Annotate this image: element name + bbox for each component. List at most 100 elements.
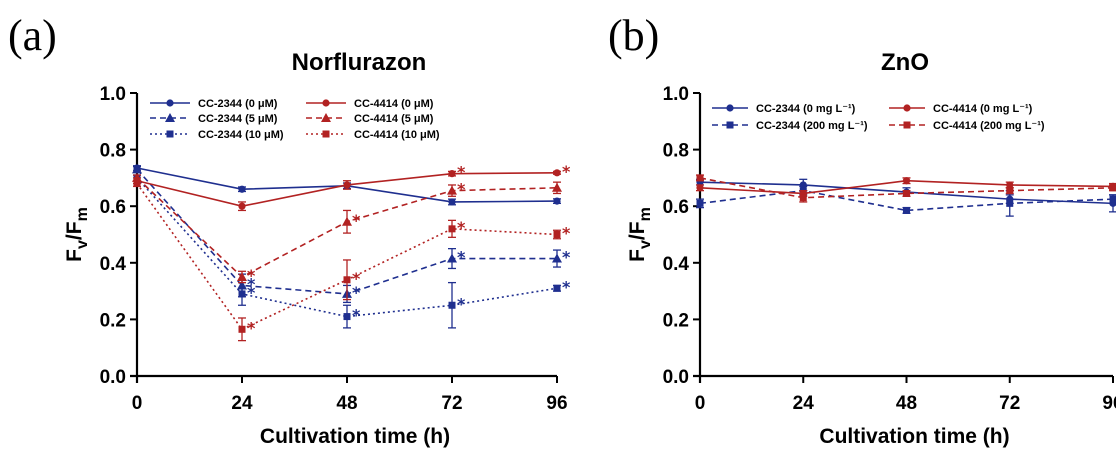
legend-item: CC-2344 (0 μM)	[150, 98, 278, 110]
legend-item: CC-2344 (5 μM)	[150, 113, 278, 125]
data-point	[238, 325, 246, 333]
y-axis-title-sub: v	[74, 240, 91, 249]
data-point	[552, 253, 562, 263]
y-tick-label: 0.4	[100, 254, 127, 275]
x-tick-label: 48	[896, 393, 917, 414]
y-axis-title-slash: /F	[626, 221, 649, 240]
data-point	[343, 313, 351, 321]
series-4: * * *	[132, 172, 562, 285]
y-tick-label: 0.8	[100, 141, 126, 162]
significance-star: *	[352, 283, 361, 302]
data-point	[448, 198, 456, 206]
legend-label: CC-4414 (10 μM)	[354, 129, 440, 141]
legend-label: CC-2344 (10 μM)	[198, 129, 284, 141]
data-point	[132, 164, 142, 174]
x-tick-label: 72	[999, 393, 1020, 414]
data-point	[1006, 181, 1014, 189]
y-axis-title-main: F	[626, 249, 649, 262]
panel-label: (a)	[8, 11, 57, 60]
legend-marker	[165, 113, 175, 122]
significance-star: *	[457, 294, 466, 313]
legend: CC-2344 (0 μM) CC-2344 (5 μM) CC-2344 (10 …	[150, 98, 440, 141]
legend-item: CC-2344 (0 mg L⁻¹)	[712, 103, 856, 115]
data-point	[1006, 199, 1014, 207]
chart-panel-1: (b) ZnO 0.0 0.2 0.4 0.6 0.8 1.0 0 24 48 72 96 Cultiva…	[608, 11, 1116, 448]
legend-label: CC-4414 (200 mg L⁻¹)	[933, 120, 1045, 132]
significance-star: *	[562, 248, 571, 267]
data-point	[133, 180, 141, 188]
x-tick-label: 72	[441, 393, 462, 414]
data-point	[553, 284, 561, 292]
x-axis-title: Cultivation time (h)	[819, 425, 1009, 448]
y-axis-title: Fv/Fm	[63, 207, 91, 262]
y-tick-label: 1.0	[100, 84, 126, 105]
y-tick-label: 0.4	[663, 254, 690, 275]
legend-marker	[903, 104, 911, 112]
significance-star: *	[352, 269, 361, 288]
series-line	[699, 177, 1114, 199]
significance-star: *	[247, 283, 256, 302]
data-point	[1109, 195, 1116, 203]
data-point	[903, 206, 910, 214]
y-tick-label: 0.0	[663, 367, 689, 388]
legend-item: CC-2344 (200 mg L⁻¹)	[712, 120, 868, 132]
data-point	[552, 182, 562, 192]
data-point	[902, 177, 911, 185]
legend-label: CC-2344 (200 mg L⁻¹)	[756, 120, 868, 132]
significance-star: *	[247, 274, 256, 293]
legend-label: CC-2344 (5 μM)	[198, 113, 278, 125]
chart-panel-0: (a) Norflurazon 0.0 0.2 0.4 0.6 0.8 1.0 0 24 48 72 9…	[8, 11, 571, 448]
significance-star: *	[457, 218, 466, 237]
significance-star: *	[352, 211, 361, 230]
legend-item: CC-4414 (200 mg L⁻¹)	[889, 120, 1045, 132]
legend-label: CC-4414 (0 mg L⁻¹)	[933, 103, 1033, 115]
data-point	[553, 197, 561, 205]
legend-item: CC-4414 (10 μM)	[306, 129, 440, 141]
significance-star: *	[457, 248, 466, 267]
data-point	[447, 253, 457, 263]
data-point	[696, 174, 704, 182]
data-point	[238, 202, 246, 210]
data-point	[448, 225, 456, 233]
data-point	[553, 169, 561, 177]
legend-marker	[166, 130, 174, 138]
data-point	[1006, 187, 1014, 195]
legend-marker	[321, 113, 331, 122]
significance-star: *	[562, 224, 571, 243]
data-point	[343, 181, 351, 189]
significance-star: *	[247, 266, 256, 285]
x-tick-label: 96	[546, 393, 567, 414]
legend-label: CC-4414 (5 μM)	[354, 113, 434, 125]
significance-star: *	[352, 306, 361, 325]
significance-star: *	[247, 318, 256, 337]
legend-marker	[322, 99, 330, 107]
data-point	[1109, 184, 1116, 192]
legend-item: CC-4414 (5 μM)	[306, 113, 434, 125]
data-point	[238, 185, 246, 193]
y-tick-label: 0.0	[100, 367, 126, 388]
legend-item: CC-4414 (0 mg L⁻¹)	[889, 103, 1033, 115]
x-axis-title: Cultivation time (h)	[260, 425, 450, 448]
y-axis-title-slash: /F	[63, 221, 86, 240]
legend-marker	[166, 99, 174, 107]
significance-star: *	[457, 163, 466, 182]
legend-marker	[726, 104, 734, 112]
significance-star: *	[562, 277, 571, 296]
data-point	[447, 185, 457, 195]
y-tick-label: 0.2	[663, 310, 689, 331]
data-point	[342, 216, 352, 226]
legend-label: CC-4414 (0 μM)	[354, 98, 434, 110]
significance-star: *	[457, 180, 466, 199]
data-point	[696, 184, 704, 192]
series-3: * *	[133, 162, 571, 212]
data-point	[448, 301, 456, 309]
data-point	[132, 172, 142, 182]
series-5: *** *	[133, 180, 571, 342]
y-tick-label: 0.2	[100, 310, 126, 331]
y-axis-title-sub: v	[637, 240, 654, 249]
significance-star: *	[562, 162, 571, 181]
x-tick-label: 48	[336, 393, 357, 414]
chart-title: ZnO	[881, 49, 929, 76]
y-tick-label: 0.8	[663, 141, 689, 162]
